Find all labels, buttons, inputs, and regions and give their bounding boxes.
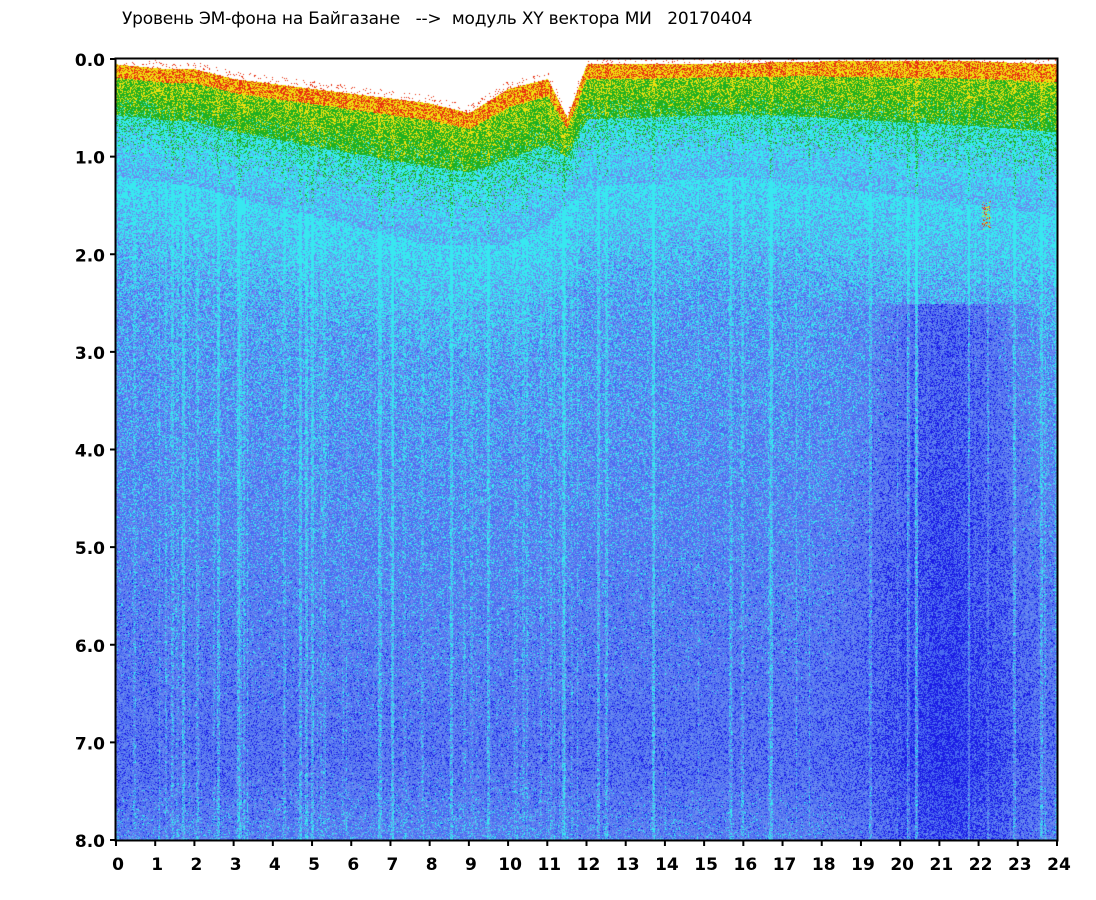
x-axis: 0 1 2 3 4 5 6 7 8 9 10 11 12 13 14 15 16 17 18 19 20 21 22 23 24 (112, 840, 1071, 875)
y-tick-label: 4.0 (75, 442, 105, 462)
y-tick-label: 1.0 (75, 149, 105, 169)
y-tick-label: 7.0 (75, 734, 105, 754)
x-tick-label: 14 (655, 855, 679, 875)
x-tick-label: 0 (112, 855, 124, 875)
y-tick-label: 6.0 (75, 637, 105, 657)
x-tick-label: 12 (577, 855, 601, 875)
x-tick-label: 7 (387, 855, 399, 875)
x-tick-label: 18 (812, 855, 836, 875)
x-tick-label: 9 (465, 855, 477, 875)
x-tick-label: 17 (773, 855, 797, 875)
x-tick-label: 5 (308, 855, 320, 875)
x-tick-label: 20 (890, 855, 914, 875)
heatmap-plot-area (116, 59, 1057, 840)
plot-border (114, 57, 1059, 842)
axis-frame (114, 57, 1059, 842)
x-tick-label: 19 (851, 855, 875, 875)
x-tick-label: 21 (930, 855, 954, 875)
x-tick-label: 23 (1008, 855, 1032, 875)
x-tick-label: 6 (347, 855, 359, 875)
chart-title: Уровень ЭМ-фона на Байгазане --> модуль … (122, 9, 753, 29)
x-tick-label: 2 (190, 855, 202, 875)
x-tick-label: 15 (694, 855, 718, 875)
y-tick-label: 2.0 (75, 246, 105, 266)
y-tick-label: 5.0 (75, 539, 105, 559)
y-tick-label: 8.0 (75, 832, 105, 852)
y-axis: 0.0 1.0 2.0 3.0 4.0 5.0 6.0 7.0 8.0 (75, 51, 116, 852)
x-tick-label: 24 (1047, 855, 1071, 875)
x-tick-label: 16 (733, 855, 757, 875)
y-tick-label: 3.0 (75, 344, 105, 364)
x-tick-label: 4 (269, 855, 281, 875)
x-tick-label: 8 (426, 855, 438, 875)
x-tick-label: 10 (498, 855, 522, 875)
x-tick-label: 11 (537, 855, 561, 875)
x-tick-label: 13 (616, 855, 640, 875)
x-tick-label: 22 (969, 855, 993, 875)
x-tick-label: 1 (151, 855, 163, 875)
y-tick-label: 0.0 (75, 51, 105, 71)
x-tick-label: 3 (230, 855, 242, 875)
